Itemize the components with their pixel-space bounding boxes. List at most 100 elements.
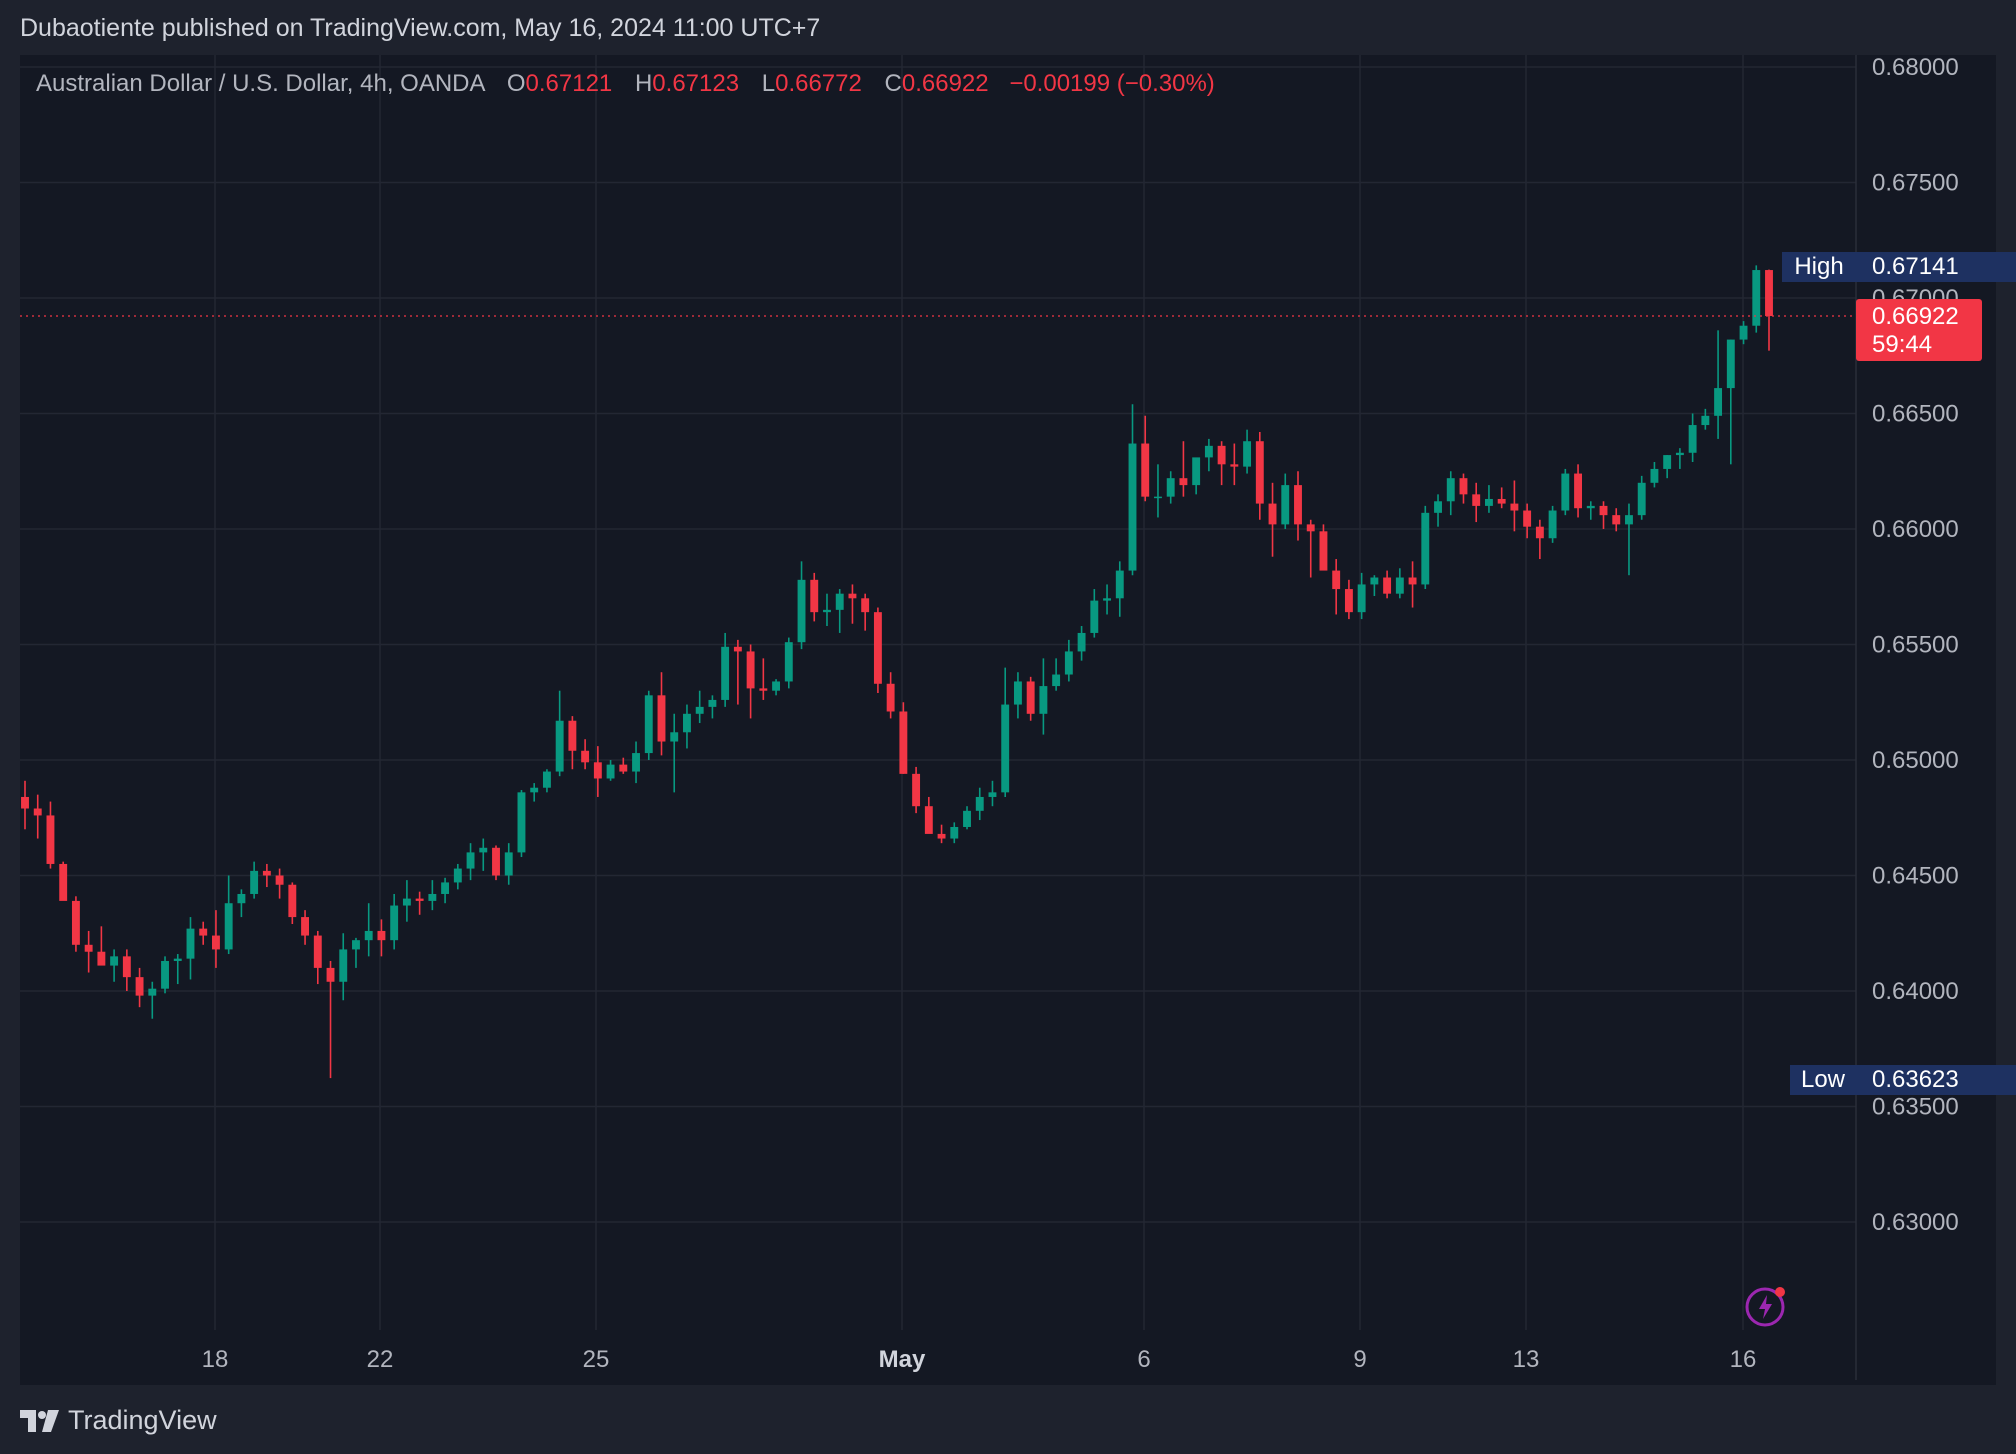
candle-body — [161, 960, 169, 989]
candle — [1765, 269, 1773, 351]
candle — [1281, 473, 1290, 529]
candle — [1217, 441, 1226, 486]
candle-series — [21, 265, 1773, 1079]
candle — [224, 875, 233, 955]
time-tick-label: 9 — [1353, 1346, 1366, 1373]
candle-body — [1370, 577, 1379, 585]
candle — [186, 917, 195, 980]
candle-body — [1714, 388, 1723, 416]
candle — [797, 561, 806, 650]
candle — [1510, 480, 1519, 532]
high-badge: High 0.67141 — [1782, 252, 2016, 282]
footer-brand: TradingView — [68, 1405, 217, 1435]
candle — [1561, 468, 1570, 516]
candle — [1535, 519, 1544, 560]
candle-body — [1013, 681, 1022, 705]
candle — [861, 593, 870, 631]
high-badge-label: High — [1794, 253, 1843, 280]
candle-body — [1535, 526, 1544, 539]
candle-body — [326, 967, 335, 982]
candle — [1141, 415, 1150, 502]
candle — [1548, 505, 1557, 543]
time-tick-label: 18 — [202, 1346, 229, 1373]
candle — [784, 637, 793, 689]
candle — [428, 880, 437, 911]
candle-body — [1599, 505, 1608, 516]
candle — [899, 702, 908, 774]
tradingview-logo-icon — [20, 1409, 59, 1432]
time-tick-label: 13 — [1513, 1346, 1540, 1373]
candle — [390, 893, 399, 950]
candle-body — [1090, 600, 1099, 633]
candle-body — [1446, 478, 1455, 502]
candle — [492, 845, 500, 881]
candle-body — [695, 706, 704, 714]
candle — [644, 690, 653, 760]
time-axis: 18 22 25 May 6 9 13 16 — [202, 1346, 1757, 1373]
candle-body — [1688, 425, 1697, 453]
candle-body — [1064, 651, 1073, 675]
candle-body — [1230, 464, 1239, 467]
candle — [873, 607, 882, 694]
candle — [1039, 658, 1048, 735]
candle-body — [1077, 632, 1086, 652]
candle — [148, 981, 157, 1019]
candle-body — [1039, 686, 1048, 714]
candle — [1612, 508, 1621, 532]
candle — [1230, 443, 1239, 486]
candle — [441, 877, 450, 904]
candle-body — [313, 935, 322, 968]
candle — [199, 921, 208, 945]
candle — [963, 806, 971, 830]
candle — [1192, 457, 1201, 495]
candle-body — [1472, 494, 1481, 506]
candle — [262, 863, 271, 888]
candle-body — [1204, 445, 1213, 458]
open-value: 0.67121 — [525, 70, 613, 97]
candle-body — [186, 928, 195, 959]
candle-body — [1497, 498, 1506, 504]
candle — [1179, 441, 1188, 497]
candle-body — [97, 951, 106, 966]
low-value: 0.66772 — [775, 70, 862, 97]
candle-body — [593, 762, 602, 779]
candle-body — [339, 949, 348, 982]
candle-body — [721, 646, 730, 700]
candle — [568, 716, 577, 770]
candle-body — [950, 826, 959, 839]
flash-alert-icon[interactable] — [1745, 1283, 1789, 1327]
candle-body — [1306, 524, 1315, 532]
footer-logo[interactable]: TradingView — [20, 1405, 217, 1436]
candle — [1332, 559, 1341, 615]
candle-body — [390, 905, 399, 941]
candle-body — [1701, 415, 1710, 426]
price-tick-label: 0.66500 — [1872, 401, 1959, 428]
candle-body — [33, 808, 42, 816]
candle-body — [1612, 515, 1621, 525]
candle — [326, 960, 335, 1079]
price-tick-label: 0.64500 — [1872, 863, 1959, 890]
candle — [1294, 471, 1302, 541]
candle — [746, 644, 755, 719]
candle — [912, 766, 921, 814]
symbol-legend[interactable]: Australian Dollar / U.S. Dollar, 4h, OAN… — [36, 70, 1215, 98]
candle-body — [1179, 478, 1188, 486]
candle — [275, 868, 284, 899]
price-tick-label: 0.64000 — [1872, 978, 1959, 1005]
candle — [606, 760, 615, 781]
candle-body — [1548, 510, 1557, 539]
candle-body — [886, 683, 895, 712]
candle — [122, 949, 131, 991]
candle-body — [1421, 512, 1430, 585]
candle-body — [148, 988, 157, 996]
candle-body — [784, 642, 793, 682]
candle — [250, 861, 259, 899]
candle-body — [1484, 498, 1493, 506]
price-tick-label: 0.63000 — [1872, 1209, 1959, 1236]
candle — [135, 967, 144, 1008]
candle-body — [1625, 515, 1633, 525]
candle-body — [21, 796, 29, 809]
candle-body — [1166, 478, 1175, 497]
low-badge-label: Low — [1801, 1066, 1846, 1093]
